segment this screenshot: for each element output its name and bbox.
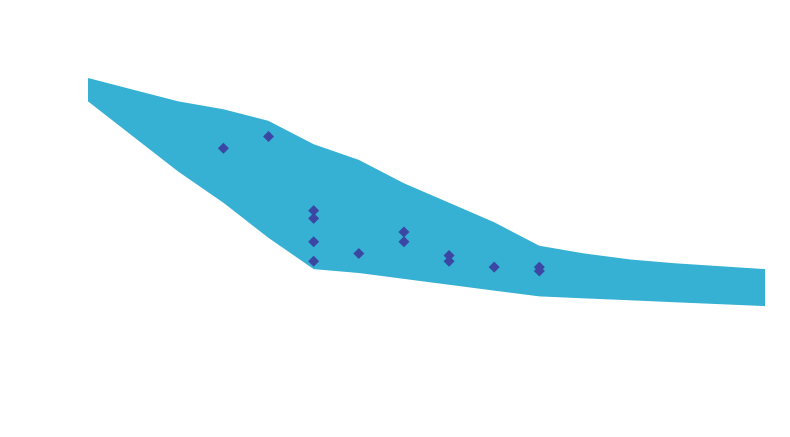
confidence-band bbox=[88, 78, 765, 307]
data-point bbox=[353, 248, 365, 259]
data-point bbox=[443, 255, 455, 267]
data-point bbox=[308, 236, 320, 248]
data-point bbox=[263, 131, 275, 142]
data-point bbox=[308, 212, 320, 224]
data-point bbox=[443, 249, 455, 261]
data-point bbox=[308, 255, 320, 267]
data-point bbox=[398, 236, 410, 248]
data-point bbox=[398, 226, 410, 238]
data-point bbox=[488, 261, 500, 273]
data-point bbox=[308, 205, 320, 217]
band-layer bbox=[88, 78, 765, 307]
data-point bbox=[217, 142, 229, 154]
data-point bbox=[533, 265, 545, 277]
points-layer bbox=[217, 131, 545, 277]
